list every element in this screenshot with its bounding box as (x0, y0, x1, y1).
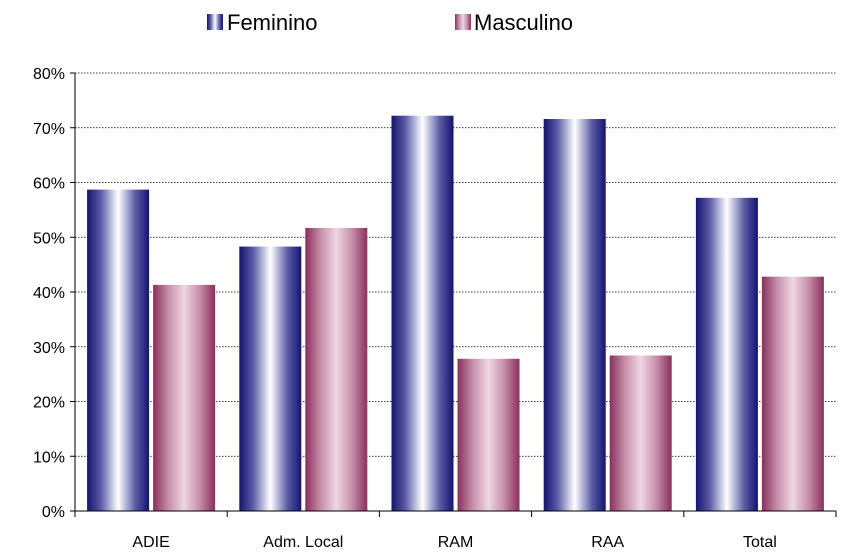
y-tick-label: 80% (33, 66, 65, 83)
legend-label-feminino: Feminino (227, 10, 317, 35)
x-axis-tick-labels: ADIE Adm. Local RAM RAA Total (132, 534, 776, 551)
y-tick-label: 10% (33, 449, 65, 466)
y-tick-label: 20% (33, 395, 65, 412)
legend-label-masculino: Masculino (474, 10, 573, 35)
x-tick-label: Adm. Local (263, 534, 343, 551)
x-tick-label: Total (743, 534, 777, 551)
bar-feminino-total (695, 197, 758, 511)
bars (87, 115, 824, 512)
y-axis-tick-labels: 0% 10% 20% 30% 40% 50% 60% 70% 80% (33, 66, 65, 521)
y-tick-label: 0% (42, 504, 65, 521)
bar-masculino-adm-local (305, 227, 368, 511)
bar-feminino-adie (87, 189, 150, 511)
y-tick-label: 50% (33, 230, 65, 247)
bar-feminino-raa (543, 118, 606, 512)
legend: Feminino Masculino (207, 10, 573, 35)
y-tick-label: 60% (33, 176, 65, 193)
y-tick-label: 30% (33, 340, 65, 357)
x-tick-label: RAM (438, 534, 474, 551)
legend-swatch-feminino (207, 14, 223, 30)
y-tick-label: 70% (33, 121, 65, 138)
x-tick-label: ADIE (132, 534, 169, 551)
bar-masculino-raa (609, 355, 672, 511)
x-tick-label: RAA (591, 534, 624, 551)
bar-feminino-adm-local (239, 246, 302, 511)
legend-swatch-masculino (455, 14, 471, 30)
bar-feminino-ram (391, 115, 454, 511)
axes (70, 72, 837, 517)
bar-masculino-total (761, 276, 824, 511)
y-tick-label: 40% (33, 285, 65, 302)
bar-masculino-ram (457, 358, 520, 511)
bar-masculino-adie (153, 284, 216, 511)
